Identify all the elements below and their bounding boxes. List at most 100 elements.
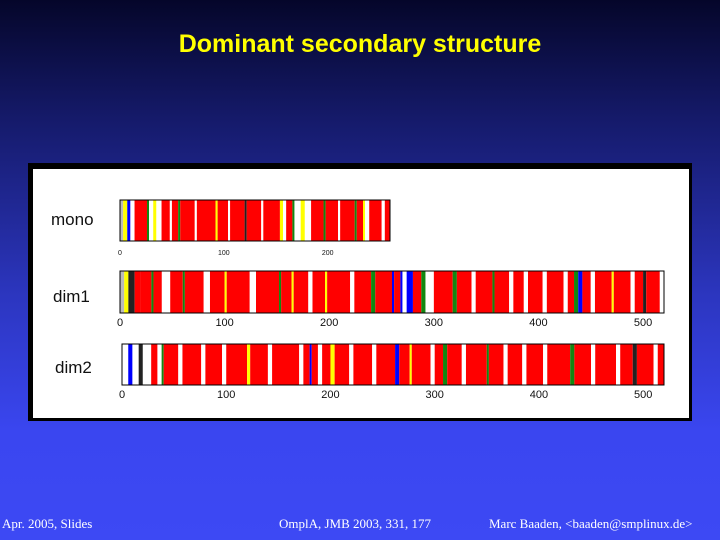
footer-date: Apr. 2005, Slides — [2, 516, 93, 531]
segment-mono-31 — [311, 200, 324, 241]
segment-dim2-45 — [522, 344, 527, 385]
segment-dim2-46 — [526, 344, 544, 385]
segment-dim2-50 — [574, 344, 592, 385]
track-border-dim1 — [119, 270, 665, 314]
segment-dim2-53 — [616, 344, 621, 385]
segment-dim2-25 — [330, 344, 335, 385]
segment-dim2-19 — [299, 344, 304, 385]
segment-dim2-35 — [430, 344, 435, 385]
segment-mono-0 — [120, 200, 124, 241]
segment-dim1-24 — [327, 271, 351, 313]
segment-dim1-34 — [412, 271, 422, 313]
segment-dim2-43 — [503, 344, 508, 385]
segment-mono-9 — [161, 200, 170, 241]
figure-frame: mono dim1 dim2 0 100 200 0 100 200 300 400 500 0 1… — [28, 163, 692, 421]
segment-dim2-27 — [349, 344, 354, 385]
segment-dim1-21 — [308, 271, 313, 313]
segment-dim1-9 — [182, 271, 185, 313]
segment-dim2-38 — [447, 344, 462, 385]
segment-dim1-45 — [513, 271, 524, 313]
segment-dim2-48 — [547, 344, 571, 385]
segment-dim2-6 — [157, 344, 162, 385]
segment-mono-23 — [263, 200, 280, 241]
segment-mono-3 — [130, 200, 135, 241]
segment-dim2-16 — [250, 344, 268, 385]
segment-dim2-4 — [142, 344, 152, 385]
segment-dim1-15 — [249, 271, 256, 313]
segment-dim2-51 — [591, 344, 596, 385]
segment-dim2-3 — [138, 344, 143, 385]
segment-mono-20 — [244, 200, 247, 241]
tick-label-dim1-3: 300 — [425, 317, 443, 329]
segment-dim1-63 — [659, 271, 664, 313]
segment-mono-32 — [323, 200, 326, 241]
tick-label-dim1-0: 0 — [117, 317, 123, 329]
segment-dim2-18 — [272, 344, 300, 385]
segment-dim2-20 — [303, 344, 310, 385]
tick-label-dim1-5: 500 — [634, 317, 652, 329]
segment-dim1-47 — [528, 271, 543, 313]
segment-mono-21 — [246, 200, 262, 241]
tick-label-dim1-4: 400 — [529, 317, 547, 329]
segment-dim1-41 — [475, 271, 493, 313]
segment-dim1-53 — [578, 271, 583, 313]
segment-mono-19 — [230, 200, 245, 241]
segment-dim1-54 — [582, 271, 591, 313]
segment-dim2-39 — [461, 344, 466, 385]
segment-dim2-33 — [409, 344, 412, 385]
track-dim2: 0 100 200 300 400 500 — [119, 343, 665, 401]
segment-dim1-19 — [291, 271, 294, 313]
segment-dim2-30 — [376, 344, 396, 385]
tick-label-dim1-1: 100 — [215, 317, 233, 329]
segment-mono-28 — [294, 200, 301, 241]
tick-label-dim2-5: 500 — [634, 389, 652, 401]
segment-mono-14 — [194, 200, 197, 241]
segment-dim1-0 — [120, 271, 125, 313]
row-label-mono: mono — [51, 210, 94, 229]
segment-dim1-12 — [209, 271, 225, 313]
segment-dim1-18 — [281, 271, 292, 313]
track-border-mono — [119, 199, 391, 242]
slide-title: Dominant secondary structure — [178, 30, 542, 58]
segment-dim1-2 — [128, 271, 135, 313]
segment-dim2-1 — [128, 344, 133, 385]
segment-dim1-20 — [293, 271, 309, 313]
segment-dim1-42 — [492, 271, 495, 313]
segment-mono-33 — [325, 200, 339, 241]
track-mono: 0 100 200 — [118, 199, 391, 257]
segment-mono-18 — [228, 200, 231, 241]
tick-label-mono-0: 0 — [118, 250, 122, 257]
segment-dim2-56 — [636, 344, 654, 385]
segment-mono-40 — [369, 200, 382, 241]
segment-mono-17 — [217, 200, 228, 241]
segment-dim1-1 — [124, 271, 129, 313]
segment-mono-34 — [338, 200, 341, 241]
segment-dim1-6 — [153, 271, 162, 313]
segment-dim2-42 — [488, 344, 504, 385]
segment-dim1-57 — [611, 271, 614, 313]
segment-dim1-22 — [312, 271, 326, 313]
segment-dim2-54 — [620, 344, 633, 385]
segment-mono-35 — [340, 200, 355, 241]
tick-label-dim2-1: 100 — [217, 389, 235, 401]
segment-dim2-34 — [411, 344, 431, 385]
segment-dim1-62 — [646, 271, 660, 313]
row-label-dim1: dim1 — [53, 287, 90, 306]
segment-mono-15 — [196, 200, 216, 241]
segment-dim2-15 — [247, 344, 251, 385]
footer-citation: OmplA, JMB 2003, 331, 177 — [279, 516, 432, 531]
segment-dim2-8 — [163, 344, 179, 385]
segment-mono-11 — [171, 200, 179, 241]
segment-dim1-50 — [563, 271, 568, 313]
segment-dim1-23 — [325, 271, 328, 313]
segment-dim1-36 — [425, 271, 434, 313]
segment-dim2-2 — [132, 344, 139, 385]
segment-dim1-26 — [354, 271, 372, 313]
segment-dim2-57 — [653, 344, 658, 385]
segment-dim2-11 — [201, 344, 206, 385]
segment-dim1-43 — [494, 271, 510, 313]
segment-mono-42 — [384, 200, 390, 241]
segment-mono-37 — [356, 200, 363, 241]
segment-dim2-52 — [595, 344, 617, 385]
track-dim1: 0 100 200 300 400 500 — [117, 270, 665, 329]
